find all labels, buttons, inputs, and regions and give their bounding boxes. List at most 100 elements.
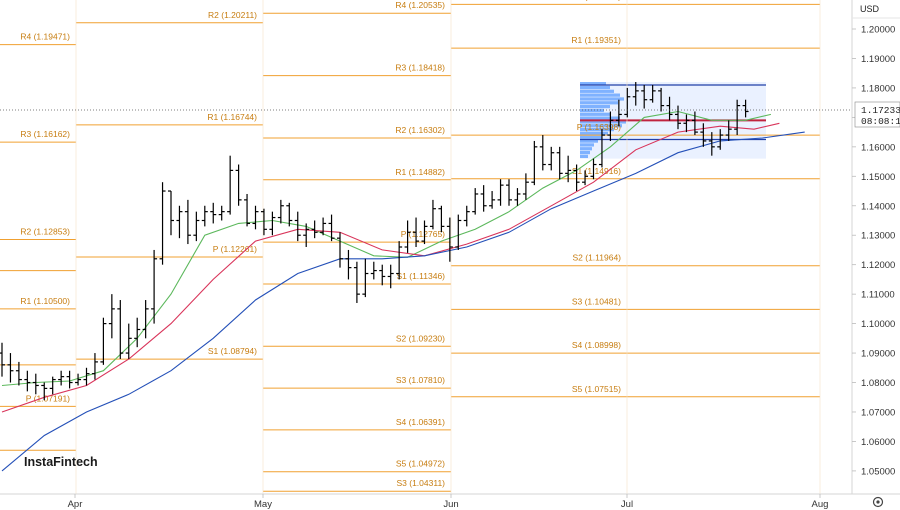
- pivot-label: S3 (1.10481): [572, 296, 621, 306]
- volume-profile-bar: [580, 89, 614, 93]
- volume-profile-bar: [580, 135, 602, 139]
- ohlc-bar: [675, 105, 681, 130]
- y-tick-label: 1.12000: [861, 260, 895, 271]
- volume-profile-bar: [580, 147, 592, 151]
- ohlc-bar: [58, 370, 65, 386]
- x-tick-label: May: [254, 499, 272, 510]
- ohlc-bar: [666, 96, 673, 121]
- ohlc-bar: [691, 111, 698, 136]
- x-tick-label: Jul: [621, 499, 633, 510]
- ohlc-bar: [624, 87, 631, 118]
- pivot-label: R2 (1.20834): [571, 0, 621, 1]
- volume-profile-bar: [580, 139, 598, 143]
- pivot-label: R4 (1.20535): [395, 0, 445, 10]
- x-tick-label: Aug: [812, 499, 829, 510]
- ohlc-bar: [446, 217, 453, 262]
- pivot-label: R2 (1.16302): [395, 125, 445, 135]
- ohlc-bar: [413, 217, 420, 248]
- ohlc-bar: [582, 170, 589, 186]
- ohlc-bar: [522, 173, 529, 200]
- ohlc-bar: [260, 208, 267, 236]
- y-tick-label: 1.18000: [861, 83, 895, 94]
- y-tick-label: 1.10000: [861, 319, 895, 330]
- y-tick-label: 1.08000: [861, 378, 895, 389]
- x-tick-label: Apr: [68, 499, 83, 510]
- ohlc-bar: [649, 84, 656, 103]
- ohlc-bar: [379, 264, 386, 286]
- gear-icon[interactable]: [872, 496, 884, 508]
- ohlc-bar: [548, 146, 555, 171]
- ohlc-bar: [168, 190, 174, 236]
- ohlc-bar: [286, 202, 293, 227]
- mid-moving-average: [1, 122, 780, 413]
- y-tick-label: 1.14000: [861, 201, 895, 212]
- ohlc-bar: [66, 370, 73, 389]
- ohlc-bar: [632, 82, 639, 106]
- ohlc-bar: [24, 370, 31, 392]
- pivot-label: R3 (1.16162): [20, 129, 70, 139]
- volume-profile-bar: [580, 124, 622, 128]
- pivot-label: R1 (1.14882): [395, 167, 445, 177]
- ohlc-bar: [83, 367, 90, 386]
- volume-profile-bar: [580, 154, 588, 159]
- ohlc-bar: [91, 353, 98, 380]
- pivot-label: R4 (1.19471): [20, 32, 70, 42]
- ohlc-bar: [573, 164, 580, 192]
- ohlc-bar: [598, 129, 605, 168]
- y-tick-label: 1.13000: [861, 231, 895, 242]
- price-axis[interactable]: 1.200001.190001.180001.170001.160001.150…: [852, 25, 895, 478]
- volume-profile-bar: [580, 120, 626, 124]
- y-tick-label: 1.05000: [861, 466, 895, 477]
- volume-profile-bar: [580, 112, 610, 116]
- ohlc-bar: [742, 99, 749, 118]
- ohlc-bar: [700, 123, 707, 147]
- countdown-timer: 08:08:16: [861, 116, 900, 127]
- ohlc-bar: [49, 376, 56, 395]
- pivot-label: S1 (1.11346): [396, 271, 445, 281]
- x-tick-label: Jun: [443, 499, 458, 510]
- ohlc-bar: [125, 323, 132, 359]
- ohlc-bar: [556, 146, 563, 180]
- volume-profile-bar: [580, 97, 624, 101]
- ohlc-bar: [218, 205, 225, 221]
- ohlc-bar: [294, 211, 301, 242]
- pivot-label: S1 (1.14916): [572, 166, 621, 176]
- ohlc-bar: [108, 294, 115, 339]
- ohlc-bar: [201, 205, 208, 227]
- pivot-label: P (1.12765): [401, 229, 445, 239]
- pivot-label: S2 (1.11964): [572, 253, 621, 263]
- ohlc-bar: [210, 202, 217, 224]
- current-price-box: [854, 101, 900, 128]
- ohlc-bar: [142, 300, 149, 339]
- fast-moving-average: [1, 110, 772, 387]
- ohlc-bar: [472, 188, 479, 215]
- y-tick-label: 1.09000: [861, 349, 895, 360]
- ohlc-bar: [362, 258, 369, 298]
- pivot-label: R1 (1.10500): [20, 296, 70, 306]
- ohlc-bar: [320, 217, 327, 236]
- volume-profile-bar: [580, 82, 606, 86]
- y-tick-label: 1.06000: [861, 437, 895, 448]
- pivot-label: S5 (1.07515): [572, 384, 621, 394]
- ohlc-bar: [75, 373, 82, 386]
- volume-profile-bar: [580, 93, 620, 97]
- ohlc-bar: [345, 249, 352, 280]
- ohlc-bar: [277, 199, 284, 224]
- ohlc-bar: [15, 361, 22, 386]
- pivot-levels: R4 (1.19471) R3 (1.16162) R2 (1.12853) R1 (…: [0, 0, 821, 494]
- ohlc-bar: [506, 179, 512, 206]
- ohlc-bar: [252, 205, 259, 230]
- ohlc-bar: [463, 205, 470, 227]
- pivot-label: S4 (1.06391): [396, 417, 445, 427]
- y-tick-label: 1.20000: [861, 25, 895, 36]
- ohlc-bar: [235, 164, 242, 206]
- volume-profile-bar: [580, 131, 608, 136]
- ohlc-bar: [269, 211, 276, 236]
- currency-label[interactable]: USD: [860, 4, 880, 14]
- ohlc-bar: [539, 135, 546, 171]
- volume-profile-bar: [580, 101, 618, 105]
- ohlc-bar: [734, 99, 741, 136]
- time-axis[interactable]: Apr May Jun Jul Aug: [68, 494, 829, 510]
- pivot-label: P (1.12261): [213, 244, 257, 254]
